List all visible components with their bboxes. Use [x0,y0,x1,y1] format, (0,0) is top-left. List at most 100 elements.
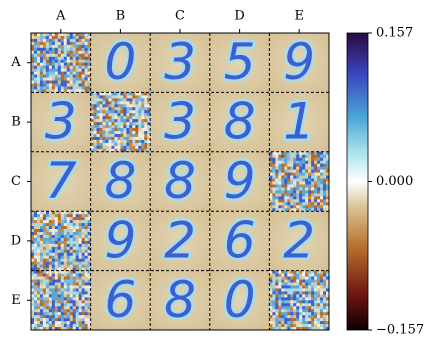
noise-pixel [311,205,315,209]
noise-pixel [123,122,127,126]
noise-pixel [305,318,309,322]
noise-pixel [75,211,79,215]
noise-pixel [75,255,79,260]
noise-pixel [323,294,327,298]
noise-pixel [66,297,71,301]
noise-pixel [281,294,285,298]
noise-pixel [45,300,50,304]
noise-pixel [326,306,330,310]
noise-pixel [272,321,276,325]
noise-pixel [290,208,294,212]
noise-pixel [75,327,79,331]
noise-pixel [69,77,74,81]
noise-pixel [54,56,59,61]
noise-pixel [90,113,94,117]
noise-pixel [290,175,294,179]
noise-pixel [287,163,291,167]
noise-pixel [287,184,291,188]
noise-pixel [108,95,112,99]
noise-pixel [135,116,139,120]
noise-pixel [144,101,148,105]
noise-pixel [126,95,130,99]
noise-pixel [78,252,82,257]
noise-pixel [39,285,44,289]
noise-pixel [290,297,294,301]
noise-pixel [311,175,315,179]
noise-pixel [314,315,318,319]
noise-pixel [33,80,38,84]
noise-pixel [48,303,53,307]
noise-pixel [281,276,285,280]
noise-pixel [87,306,91,310]
noise-pixel [293,157,297,162]
noise-pixel [78,86,82,90]
noise-pixel [33,270,38,274]
noise-pixel [138,104,142,108]
noise-pixel [39,89,44,93]
noise-pixel [42,303,47,307]
noise-pixel [78,229,82,233]
noise-pixel [78,89,82,93]
noise-pixel [51,270,56,274]
noise-pixel [81,53,85,58]
noise-pixel [78,68,82,72]
noise-pixel [278,163,282,167]
noise-pixel [278,157,282,162]
noise-pixel [84,65,88,69]
noise-pixel [39,324,44,328]
noise-pixel [81,309,85,313]
noise-pixel [75,33,79,37]
noise-pixel [272,190,276,194]
noise-pixel [36,306,41,310]
noise-pixel [36,80,41,84]
noise-pixel [293,175,297,179]
noise-pixel [69,217,74,221]
noise-pixel [39,318,44,322]
noise-pixel [84,255,88,260]
noise-pixel [308,294,312,298]
noise-pixel [75,234,79,239]
noise-pixel [36,264,41,268]
noise-pixel [87,62,91,66]
noise-pixel [69,264,74,268]
noise-pixel [48,306,53,310]
noise-pixel [51,237,56,242]
noise-pixel [320,285,324,289]
noise-pixel [31,291,35,295]
noise-pixel [66,47,71,52]
noise-pixel [81,324,85,328]
noise-pixel [87,226,91,230]
noise-pixel [42,288,47,292]
noise-pixel [75,321,79,325]
noise-pixel [305,276,309,280]
noise-pixel [66,288,71,292]
noise-pixel [272,309,276,313]
noise-pixel [269,163,273,167]
noise-pixel [69,71,74,75]
noise-pixel [39,297,44,301]
noise-pixel [90,110,94,114]
noise-pixel [66,252,71,257]
noise-pixel [33,303,38,307]
noise-pixel [72,77,76,81]
noise-pixel [45,285,50,289]
noise-pixel [81,267,85,271]
noise-pixel [308,276,312,280]
noise-pixel [314,163,318,167]
noise-pixel [84,33,88,37]
noise-pixel [84,288,88,292]
noise-pixel [126,142,130,147]
noise-pixel [93,113,97,117]
noise-pixel [57,279,62,283]
noise-pixel [90,122,94,126]
noise-pixel [72,80,76,84]
noise-pixel [114,119,118,123]
noise-pixel [63,240,68,245]
noise-pixel [78,41,82,46]
noise-pixel [272,166,276,170]
noise-pixel [96,139,100,144]
noise-pixel [299,169,303,173]
noise-pixel [84,234,88,239]
noise-pixel [302,163,306,167]
